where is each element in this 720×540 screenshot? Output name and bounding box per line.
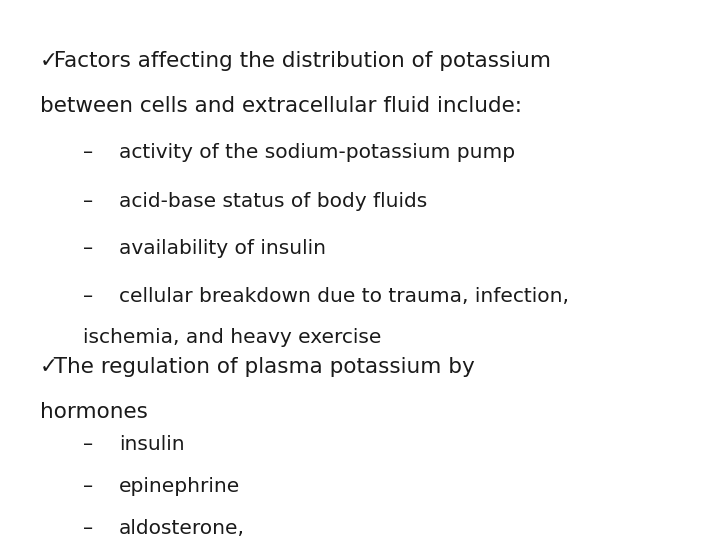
Text: between cells and extracellular fluid include:: between cells and extracellular fluid in…: [40, 96, 521, 116]
Text: –: –: [83, 519, 93, 538]
Text: cellular breakdown due to trauma, infection,: cellular breakdown due to trauma, infect…: [119, 287, 569, 306]
Text: ✓: ✓: [40, 51, 58, 71]
Text: –: –: [83, 143, 93, 162]
Text: availability of insulin: availability of insulin: [119, 239, 325, 258]
Text: –: –: [83, 239, 93, 258]
Text: aldosterone,: aldosterone,: [119, 519, 245, 538]
Text: hormones: hormones: [40, 402, 148, 422]
Text: ✓: ✓: [40, 357, 58, 377]
Text: The regulation of plasma potassium by: The regulation of plasma potassium by: [40, 357, 474, 377]
Text: –: –: [83, 192, 93, 211]
Text: Factors affecting the distribution of potassium: Factors affecting the distribution of po…: [40, 51, 551, 71]
Text: –: –: [83, 435, 93, 454]
Text: ischemia, and heavy exercise: ischemia, and heavy exercise: [83, 328, 381, 347]
Text: epinephrine: epinephrine: [119, 477, 240, 496]
Text: activity of the sodium-potassium pump: activity of the sodium-potassium pump: [119, 143, 515, 162]
Text: insulin: insulin: [119, 435, 184, 454]
Text: –: –: [83, 287, 93, 306]
Text: acid-base status of body fluids: acid-base status of body fluids: [119, 192, 427, 211]
Text: –: –: [83, 477, 93, 496]
